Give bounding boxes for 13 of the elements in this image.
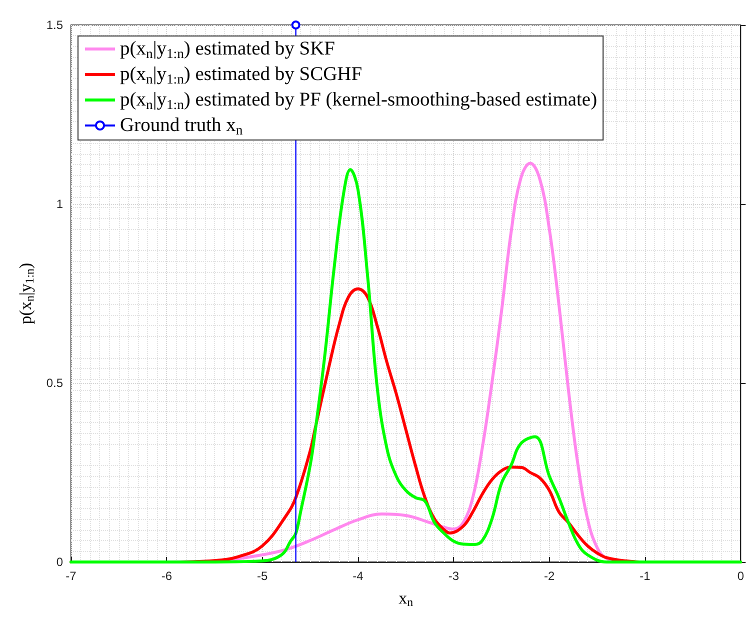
x-tick-label: -6 bbox=[161, 569, 172, 583]
x-tick-label: -1 bbox=[640, 569, 651, 583]
x-tick-label: -2 bbox=[544, 569, 555, 583]
x-tick-label: 0 bbox=[737, 569, 744, 583]
x-tick-label: -4 bbox=[352, 569, 364, 583]
y-axis-title: p(xn|y1:n) bbox=[16, 262, 36, 324]
y-tick-label: 0 bbox=[56, 555, 64, 569]
y-tick-label: 1.5 bbox=[46, 18, 64, 32]
x-tick-label: -5 bbox=[256, 569, 268, 583]
y-tick-label: 1 bbox=[56, 197, 64, 211]
x-tick-label: -7 bbox=[66, 569, 77, 583]
y-tick-label: 0.5 bbox=[46, 376, 64, 390]
x-tick-label: -3 bbox=[448, 569, 460, 583]
